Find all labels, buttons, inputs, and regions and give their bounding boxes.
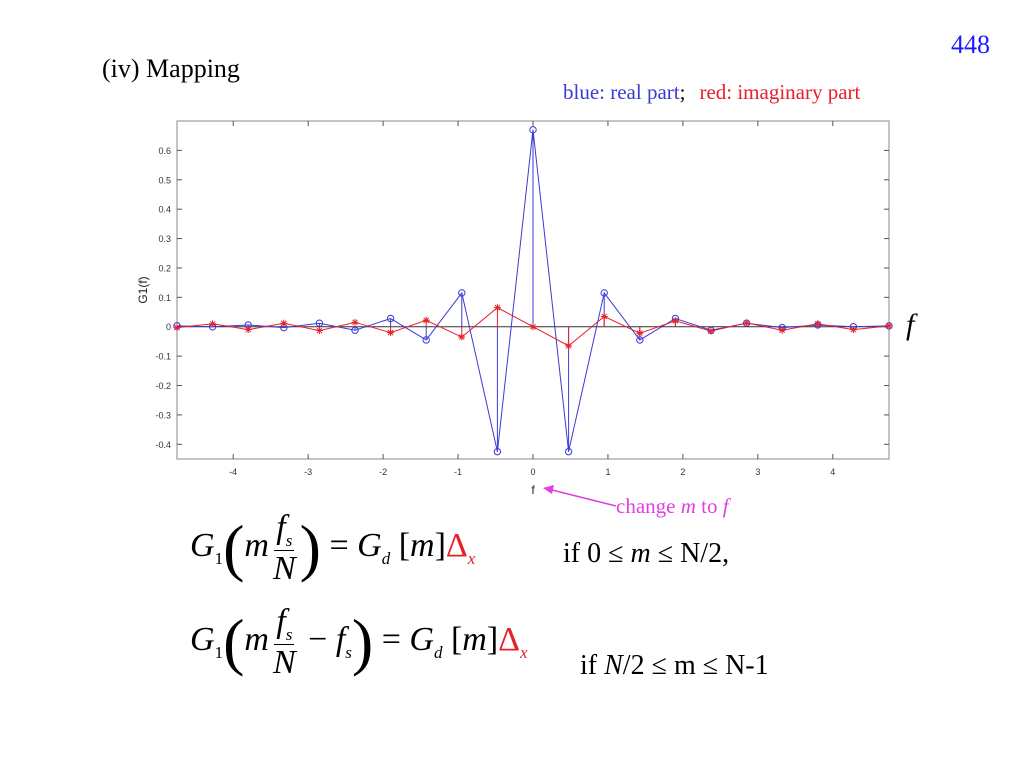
- y-tick-label: 0.5: [158, 175, 171, 185]
- y-axis-label: G1(f): [136, 276, 150, 303]
- page-number: 448: [951, 30, 990, 59]
- plot-area: -0.4 -0.3 -0.2 -0.1 0 0.1 0.2 0.3 0.4 0.5 0.6 -4 -3 -…: [136, 120, 893, 497]
- imaginary-part-point: [849, 326, 857, 334]
- imaginary-part-point: [493, 304, 501, 312]
- legend-imaginary-part: red: imaginary part: [699, 80, 861, 104]
- x-tick-label: -3: [304, 467, 312, 477]
- section-title: (iv) Mapping: [102, 54, 240, 83]
- imaginary-part-point: [315, 327, 323, 335]
- y-tick-label: -0.1: [155, 352, 171, 362]
- x-tick-label: 3: [755, 467, 760, 477]
- imaginary-part-point: [707, 327, 715, 335]
- y-tick-label: -0.3: [155, 410, 171, 420]
- real-part-point: [564, 447, 573, 456]
- imaginary-part-point: [458, 333, 466, 341]
- legend-real-part: blue: real part: [563, 80, 680, 104]
- real-part-point: [458, 289, 466, 297]
- condition-1: if 0 ≤ m ≤ N/2,: [563, 538, 729, 570]
- y-tick-label: 0.3: [158, 234, 171, 244]
- real-part-point: [493, 447, 502, 456]
- arrow-head: [543, 485, 554, 494]
- legend-note: blue: real part; red: imaginary part: [563, 80, 860, 105]
- imaginary-part-point: [600, 312, 608, 320]
- x-tick-label: -1: [454, 467, 462, 477]
- x-tick-label: -2: [379, 467, 387, 477]
- y-tick-label: 0.6: [158, 146, 171, 156]
- imaginary-part-point: [778, 326, 786, 334]
- condition-2-prefix: if: [580, 650, 605, 681]
- imaginary-part-point: [209, 320, 217, 328]
- real-part-point: [600, 289, 608, 297]
- real-part-point: [351, 326, 359, 334]
- imaginary-part-point: [743, 319, 751, 327]
- imaginary-part-point: [814, 320, 822, 328]
- x-tick-label: 4: [830, 467, 835, 477]
- arrow-note-var-f: f: [722, 494, 729, 518]
- x-axis-label: f: [531, 483, 535, 497]
- imaginary-part-point: [351, 318, 359, 326]
- imaginary-part-point: [671, 317, 679, 325]
- condition-1-prefix: if 0 ≤: [563, 538, 631, 569]
- x-tick-label: -4: [229, 467, 237, 477]
- imaginary-part-point: [885, 322, 893, 330]
- condition-1-var: m: [630, 538, 651, 569]
- real-part-point: [422, 336, 430, 344]
- imaginary-part-point: [529, 323, 537, 331]
- condition-1-rest: ≤ N/2,: [650, 538, 730, 569]
- x-tick-label: 1: [605, 467, 610, 477]
- arrow-note-mid: to: [695, 494, 723, 518]
- real-part-point: [529, 126, 537, 134]
- x-tick-label: 2: [680, 467, 685, 477]
- condition-2-var: N: [604, 650, 623, 681]
- imaginary-part-point: [387, 329, 395, 337]
- arrow-line: [547, 488, 617, 507]
- y-tick-label: -0.4: [155, 440, 171, 450]
- imaginary-part-point: [636, 329, 644, 337]
- condition-2: if N/2 ≤ m ≤ N-1: [580, 650, 769, 682]
- arrow-note-var-m: m: [680, 494, 696, 518]
- y-tick-label: -0.2: [155, 381, 171, 391]
- imaginary-part-point: [565, 342, 573, 350]
- legend-separator: ;: [679, 80, 686, 104]
- real-part-point: [386, 314, 395, 323]
- arrow-note: change m to f: [616, 494, 729, 519]
- real-part-point: [636, 336, 644, 344]
- y-tick-label: 0.1: [158, 293, 171, 303]
- arrow: [543, 485, 617, 507]
- condition-2-rest: /2 ≤ m ≤ N-1: [622, 650, 769, 681]
- imaginary-part-point: [422, 316, 430, 324]
- y-tick-label: 0.4: [158, 205, 171, 215]
- imaginary-part-point: [173, 324, 181, 332]
- arrow-note-prefix: change: [616, 494, 681, 518]
- y-tick-label: 0: [166, 322, 171, 332]
- equation-2: G1(m fs N − fs) = Gd [m]Δx: [190, 603, 528, 681]
- x-tick-label: 0: [530, 467, 535, 477]
- imaginary-part-point: [244, 326, 252, 334]
- imaginary-part-point: [280, 319, 288, 327]
- equation-1: G1(m fs N) = Gd [m]Δx: [190, 509, 476, 587]
- y-tick-label: 0.2: [158, 263, 171, 273]
- f-axis-note: f: [906, 308, 915, 341]
- real-part-point: [315, 319, 324, 327]
